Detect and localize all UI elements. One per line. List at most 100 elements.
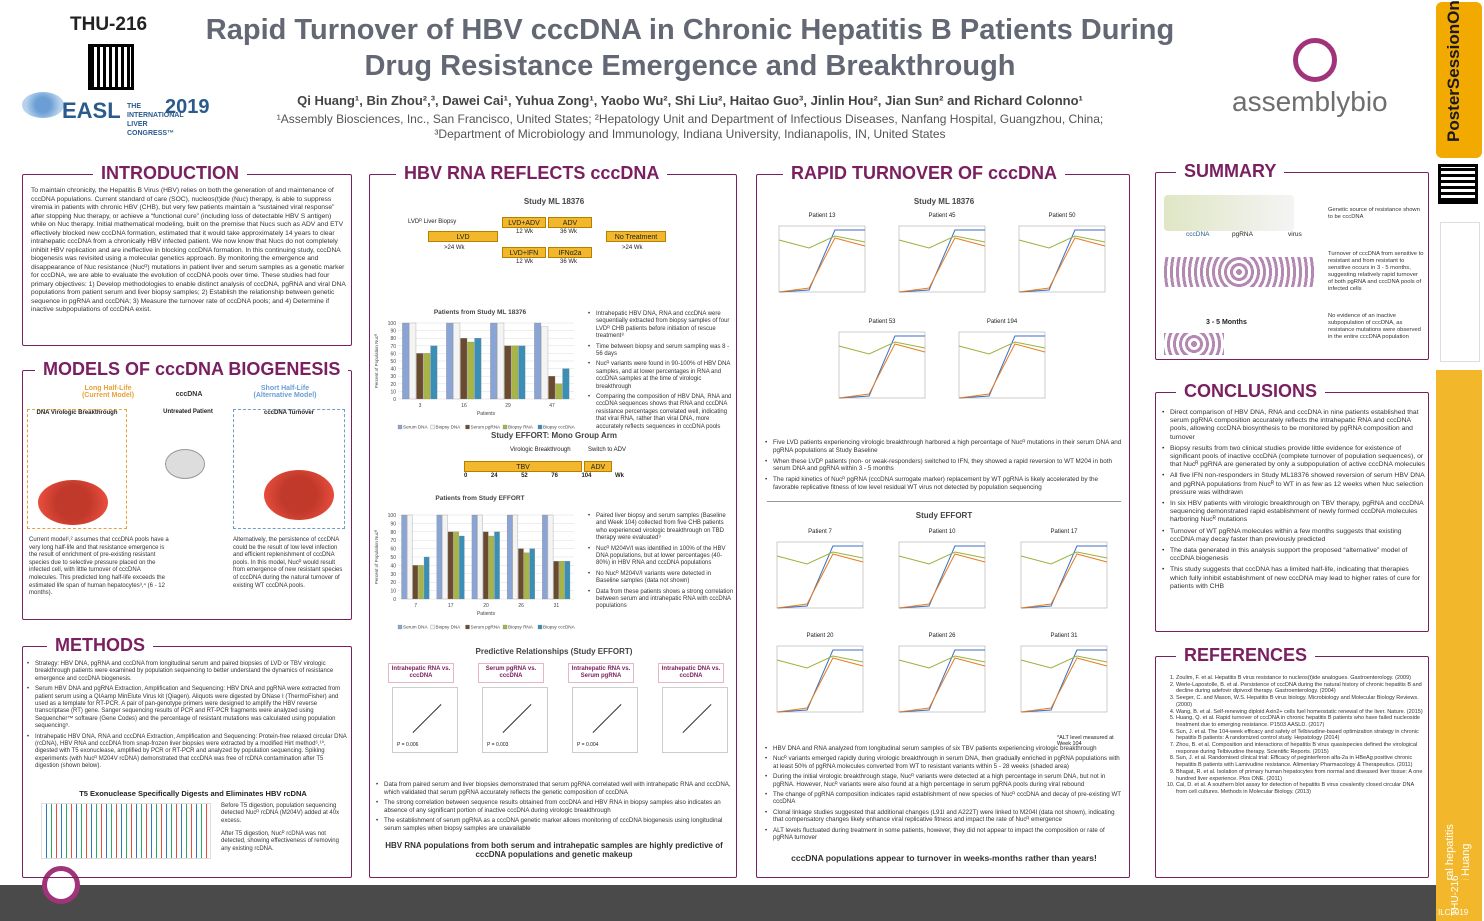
qr-code-small-icon[interactable] xyxy=(1438,164,1478,204)
study1-title: Study ML 18376 xyxy=(523,197,585,206)
viral-titer-line xyxy=(898,551,986,565)
x-tick-label: 26 xyxy=(518,603,524,609)
hbv-rna-section: HBV RNA REFLECTS cccDNA Study ML 18376 L… xyxy=(369,163,737,878)
poster-title: Rapid Turnover of HBV cccDNA in Chronic … xyxy=(190,12,1190,84)
hbv-bottom-bullet: Data from paired serum and liver biopsie… xyxy=(376,781,732,796)
conclusions-heading: CONCLUSIONS xyxy=(1176,381,1326,402)
effort-adv-box: ADV xyxy=(584,461,612,472)
bar xyxy=(555,383,563,400)
patient-line-chart xyxy=(898,541,986,609)
y-tick-label: 20 xyxy=(390,580,396,586)
legend-swatch xyxy=(537,424,543,430)
title-line-1: Rapid Turnover of HBV cccDNA in Chronic … xyxy=(205,14,1175,46)
conclusion-bullet: All five IFN non-responders in Study ML1… xyxy=(1162,472,1426,497)
rapid-heading: RAPID TURNOVER OF cccDNA xyxy=(783,163,1066,184)
rapid-bullet: During the initial virologic breakthroug… xyxy=(765,773,1123,788)
lvd-label: LVDᴿ Liver Biopsy xyxy=(408,219,457,225)
y-tick-label: 50 xyxy=(390,359,396,365)
hbv-bottom-bullets: Data from paired serum and liver biopsie… xyxy=(376,781,732,836)
summary-text-1: Genetic source of resistance shown to be… xyxy=(1328,207,1420,220)
bar xyxy=(418,565,424,600)
legend-label: Biopsy DNA xyxy=(436,625,462,630)
bar xyxy=(409,322,417,400)
chart1-bullet: Intrahepatic HBV DNA, RNA and cccDNA wer… xyxy=(588,311,734,341)
bar xyxy=(542,514,548,600)
methods-bullet: Serum HBV DNA and pgRNA Extraction, Ampl… xyxy=(27,686,347,730)
legend-label: Serum pgRNA xyxy=(471,425,502,430)
summary-label-cccdna: cccDNA xyxy=(1186,231,1210,238)
methods-bullet: Intrahepatic HBV DNA, RNA and cccDNA Ext… xyxy=(27,734,347,771)
patient-chart: Patient 31 xyxy=(1005,633,1123,733)
easl-conf: THE INTERNATIONAL LIVER CONGRESS™ xyxy=(127,103,184,137)
y-tick-label: 10 xyxy=(390,589,396,595)
summary-label-virus: virus xyxy=(1288,231,1302,238)
patient-line-chart xyxy=(776,645,864,713)
wk36b: 36 Wk xyxy=(560,259,578,265)
scatter-plot xyxy=(662,687,728,753)
qr-code-icon[interactable] xyxy=(88,44,134,90)
reference-item: Werle-Lapostolle, B. et al. Persistence … xyxy=(1176,682,1424,695)
bar xyxy=(541,326,549,400)
pred-title: Predictive Relationships (Study EFFORT) xyxy=(475,647,633,656)
viral-titer-line xyxy=(1018,235,1106,249)
serum-rna-line xyxy=(898,237,986,293)
poster-session-online-badge[interactable]: PosterSessionOnline xyxy=(1436,0,1482,158)
viral-titer-line xyxy=(1020,551,1108,565)
plot-frame xyxy=(958,331,1046,399)
methods-heading: METHODS xyxy=(47,635,153,656)
regression-line xyxy=(592,704,622,733)
summary-heading: SUMMARY xyxy=(1176,161,1285,182)
chart2-bullet: Paired liver biopsy and serum samples (B… xyxy=(588,513,734,543)
pred-panel-title: Intrahepatic DNA vs. cccDNA xyxy=(658,663,724,683)
y-tick-label: 30 xyxy=(390,572,396,578)
bar xyxy=(447,531,454,600)
summary-text-2: Turnover of cccDNA from sensitive to res… xyxy=(1328,251,1424,292)
legend-swatch xyxy=(465,424,470,430)
y-tick-label: 0 xyxy=(393,597,396,603)
plot-frame xyxy=(1020,645,1108,713)
bar xyxy=(460,338,468,400)
footer-logo-icon xyxy=(42,866,80,904)
poster-id: THU-216 xyxy=(70,14,148,35)
patient-title: Patient 10 xyxy=(928,529,956,535)
bar xyxy=(467,341,475,400)
plot-frame xyxy=(1020,541,1108,609)
viral-titer-line xyxy=(1020,655,1108,669)
bar xyxy=(474,338,482,400)
references-heading: REFERENCES xyxy=(1176,645,1316,666)
effort-tick: Wk xyxy=(615,473,624,479)
references-list: Zoulim, F. et al. Hepatitis B virus resi… xyxy=(1176,675,1424,796)
patient-line-chart xyxy=(1020,541,1108,609)
conclusion-bullets: Direct comparison of HBV DNA, RNA and cc… xyxy=(1162,409,1426,594)
legend-label: Serum DNA xyxy=(403,425,428,430)
rapid-bullets-1: Five LVD patients experiencing virologic… xyxy=(765,439,1123,495)
hbv-bottom-bullet: The establishment of serum pgRNA as a cc… xyxy=(376,817,732,832)
rapid-grid-2: Patient 7 Patient 10 Patient 17 Patient 20 P… xyxy=(761,529,1127,743)
serum-dna-line xyxy=(898,229,985,293)
reference-item: Cai, D. et al. A southern blot assay for… xyxy=(1176,782,1424,795)
chart1-bullet: Comparing the composition of HBV DNA, RN… xyxy=(588,394,734,431)
regression-line xyxy=(682,704,712,733)
patient-line-chart xyxy=(958,331,1046,399)
bar xyxy=(523,552,530,600)
right-model-label: Short Half-Life (Alternative Model) xyxy=(253,385,317,399)
viral-titer-line xyxy=(898,655,986,669)
patient-title: Patient 13 xyxy=(808,213,836,219)
y-tick-label: 100 xyxy=(388,513,397,519)
serum-dna-line xyxy=(958,335,1045,399)
legend-label: Serum DNA xyxy=(403,625,428,630)
ifn-box: IFNα2a xyxy=(548,247,592,258)
conclusion-bullet: Turnover of WT pgRNA molecules within a … xyxy=(1162,528,1426,544)
t5-note-2: After T5 digestion, Nucᴿ rcDNA was not d… xyxy=(221,831,339,852)
patient-title: Patient 50 xyxy=(1048,213,1076,219)
bar xyxy=(564,561,571,600)
patient-chart: Patient 50 xyxy=(1003,213,1121,313)
patient-chart: Patient 13 xyxy=(763,213,881,313)
patient-title: Patient 53 xyxy=(868,319,896,325)
legend-swatch xyxy=(430,624,435,630)
bar xyxy=(553,561,559,600)
bar xyxy=(423,556,430,600)
sidebar-gold-strip: Viral hepatitis Qi Huang xyxy=(1436,370,1482,915)
bar xyxy=(529,548,535,600)
affil-line-1: ¹Assembly Biosciences, Inc., San Francis… xyxy=(276,112,1104,126)
